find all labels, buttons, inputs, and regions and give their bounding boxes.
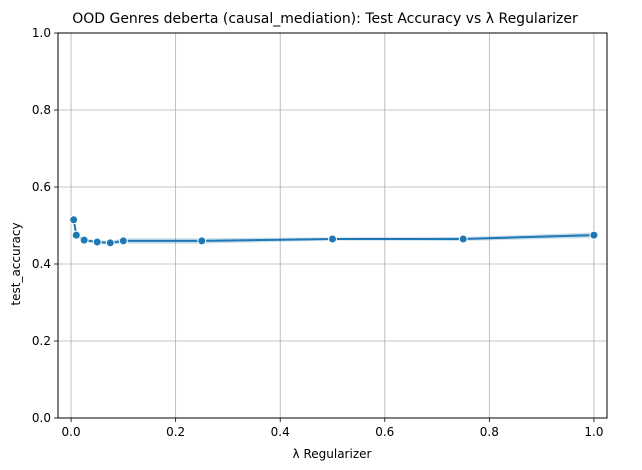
y-tick-label: 0.4 <box>32 257 51 271</box>
x-tick-label: 0.8 <box>480 425 499 439</box>
tick-layer: 0.0 0.2 0.4 0.6 0.8 1.0 0.0 0.2 0.4 0.6 0.8 1.0 <box>32 26 604 439</box>
data-point <box>589 230 599 240</box>
data-point <box>71 230 81 240</box>
grid-layer <box>58 32 607 419</box>
data-point <box>105 238 115 248</box>
x-tick-label: 0.4 <box>271 425 290 439</box>
data-point <box>79 235 89 245</box>
plot-frame <box>57 32 608 419</box>
series-line <box>72 219 594 244</box>
x-tick-label: 0.6 <box>375 425 394 439</box>
y-axis-title: test_accuracy <box>9 222 23 305</box>
data-point <box>197 236 207 246</box>
data-point <box>69 215 79 225</box>
data-point <box>328 234 337 244</box>
y-tick-label: 1.0 <box>32 26 51 40</box>
x-axis-title: λ Regularizer <box>293 447 372 461</box>
y-tick-label: 0.0 <box>32 411 51 425</box>
marker-layer <box>69 215 599 248</box>
data-point <box>92 237 102 247</box>
x-tick-label: 1.0 <box>584 425 603 439</box>
data-point <box>118 236 128 246</box>
x-tick-label: 0.2 <box>166 425 185 439</box>
data-point <box>458 234 468 244</box>
y-tick-label: 0.2 <box>32 334 51 348</box>
series-line-layer <box>72 219 594 244</box>
x-tick-label: 0.0 <box>62 425 81 439</box>
chart-title: OOD Genres deberta (causal_mediation): T… <box>72 11 578 27</box>
y-tick-label: 0.8 <box>32 103 51 117</box>
y-tick-label: 0.6 <box>32 180 51 194</box>
